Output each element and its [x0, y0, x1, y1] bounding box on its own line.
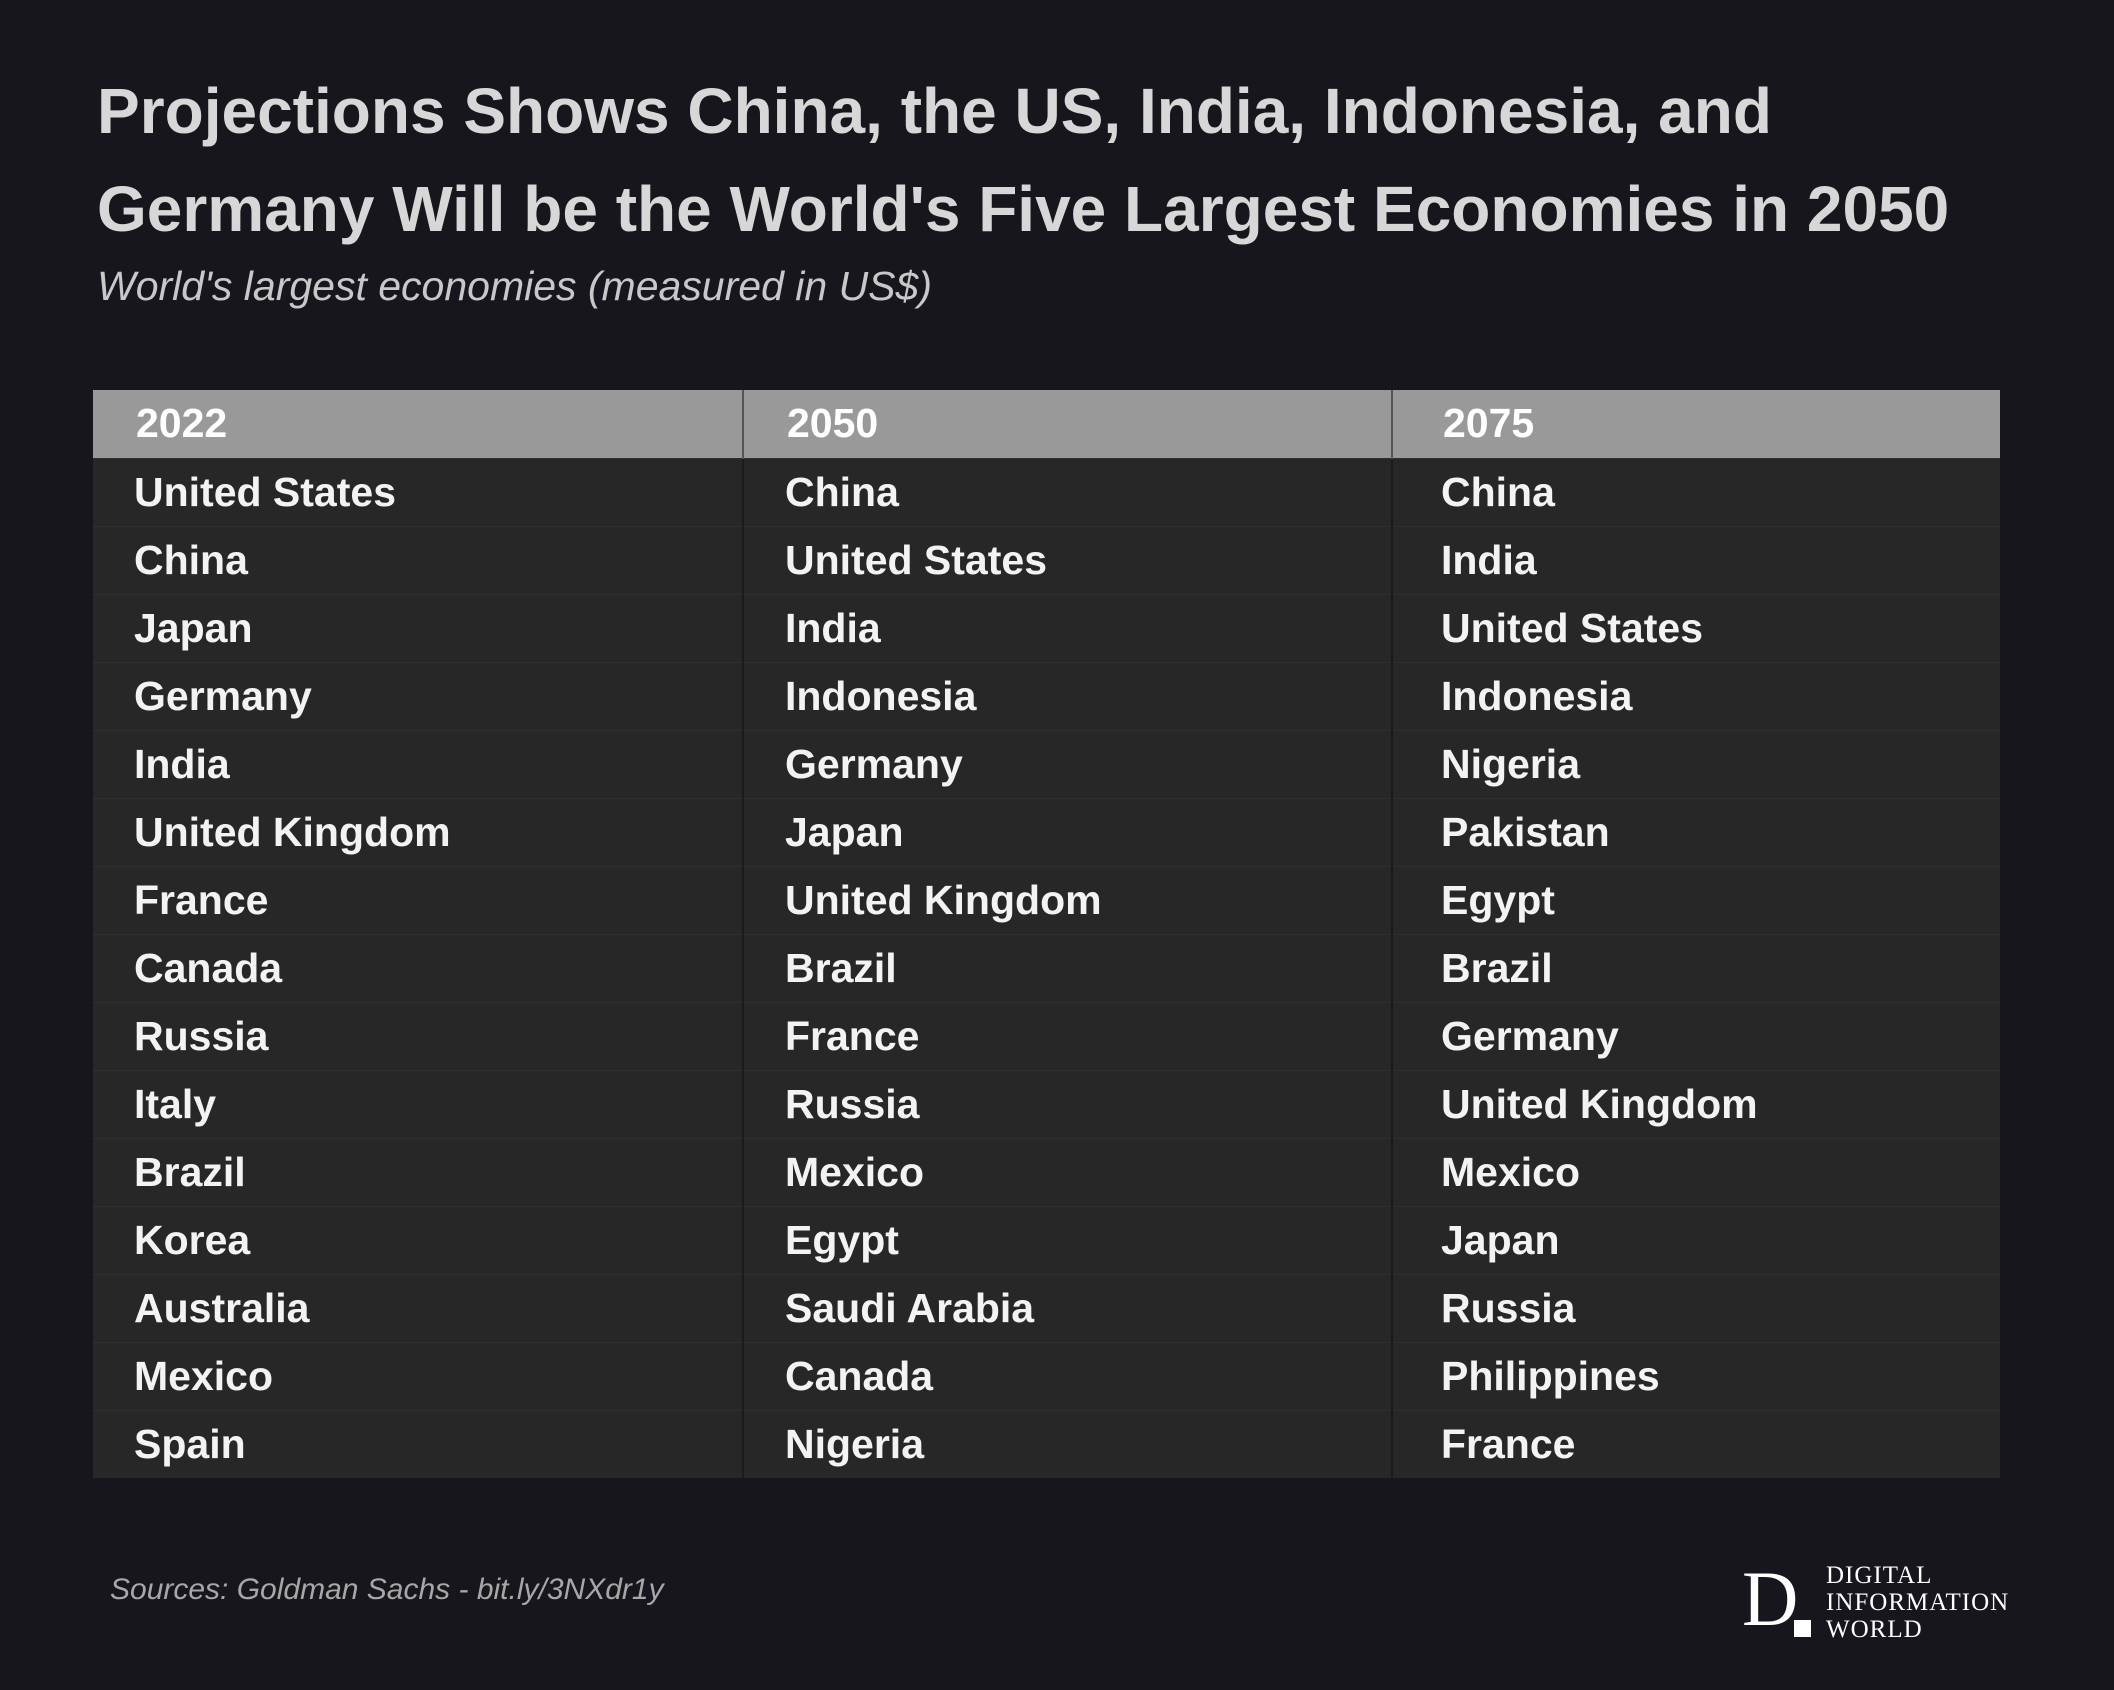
table-cell-2022: Germany — [93, 661, 743, 730]
table-cell-2050: Brazil — [742, 933, 1392, 1002]
column-header-2022: 2022 — [93, 390, 743, 458]
chart-subtitle: World's largest economies (measured in U… — [97, 263, 932, 309]
economies-table: 2022 2050 2075 United States China China Ch… — [93, 390, 2000, 1478]
table-cell-2022: Canada — [93, 933, 743, 1002]
table-cell-2022: Australia — [93, 1273, 743, 1342]
table-row: India Germany Nigeria — [93, 729, 2000, 798]
table-cell-2022: Russia — [93, 1001, 743, 1070]
table-cell-2075: India — [1391, 525, 2000, 594]
table-cell-2050: Russia — [742, 1069, 1392, 1138]
table-cell-2075: China — [1391, 457, 2000, 526]
table-row: Russia France Germany — [93, 1001, 2000, 1070]
table-cell-2050: United Kingdom — [742, 865, 1392, 934]
table-cell-2022: United States — [93, 457, 743, 526]
table-cell-2075: Egypt — [1391, 865, 2000, 934]
table-cell-2022: Spain — [93, 1409, 743, 1478]
table-row: Korea Egypt Japan — [93, 1205, 2000, 1274]
table-cell-2050: India — [742, 593, 1392, 662]
table-cell-2050: United States — [742, 525, 1392, 594]
table-row: France United Kingdom Egypt — [93, 865, 2000, 934]
logo-square-mark — [1794, 1620, 1811, 1637]
column-header-2075: 2075 — [1391, 390, 2000, 458]
table-cell-2022: Brazil — [93, 1137, 743, 1206]
digital-information-world-logo: D DIGITAL INFORMATION WORLD — [1742, 1555, 2008, 1648]
table-cell-2050: Germany — [742, 729, 1392, 798]
table-cell-2050: China — [742, 457, 1392, 526]
table-cell-2075: Pakistan — [1391, 797, 2000, 866]
table-cell-2050: Nigeria — [742, 1409, 1392, 1478]
table-cell-2050: France — [742, 1001, 1392, 1070]
table-row: United States China China — [93, 457, 2000, 526]
table-cell-2050: Saudi Arabia — [742, 1273, 1392, 1342]
table-cell-2022: China — [93, 525, 743, 594]
table-row: Brazil Mexico Mexico — [93, 1137, 2000, 1206]
table-cell-2022: Mexico — [93, 1341, 743, 1410]
table-cell-2075: United Kingdom — [1391, 1069, 2000, 1138]
table-row: Japan India United States — [93, 593, 2000, 662]
table-cell-2075: Russia — [1391, 1273, 2000, 1342]
table-cell-2050: Egypt — [742, 1205, 1392, 1274]
table-row: Australia Saudi Arabia Russia — [93, 1273, 2000, 1342]
table-cell-2075: Nigeria — [1391, 729, 2000, 798]
table-cell-2050: Canada — [742, 1341, 1392, 1410]
table-cell-2022: United Kingdom — [93, 797, 743, 866]
table-header-row: 2022 2050 2075 — [93, 390, 2000, 458]
table-cell-2075: France — [1391, 1409, 2000, 1478]
table-row: United Kingdom Japan Pakistan — [93, 797, 2000, 866]
table-cell-2075: Philippines — [1391, 1341, 2000, 1410]
table-cell-2022: France — [93, 865, 743, 934]
chart-title: Projections Shows China, the US, India, … — [97, 75, 1950, 245]
logo-line: WORLD — [1826, 1616, 1923, 1643]
table-cell-2050: Indonesia — [742, 661, 1392, 730]
table-cell-2075: Indonesia — [1391, 661, 2000, 730]
logo-line: DIGITAL — [1826, 1562, 1933, 1589]
table-cell-2075: Germany — [1391, 1001, 2000, 1070]
table-cell-2022: Japan — [93, 593, 743, 662]
table-row: Germany Indonesia Indonesia — [93, 661, 2000, 730]
table-cell-2022: Korea — [93, 1205, 743, 1274]
table-row: China United States India — [93, 525, 2000, 594]
table-row: Spain Nigeria France — [93, 1409, 2000, 1478]
table-cell-2022: India — [93, 729, 743, 798]
table-cell-2075: United States — [1391, 593, 2000, 662]
table-cell-2022: Italy — [93, 1069, 743, 1138]
logo-wordmark: DIGITAL INFORMATION WORLD — [1826, 1562, 2009, 1643]
table-cell-2075: Japan — [1391, 1205, 2000, 1274]
table-row: Italy Russia United Kingdom — [93, 1069, 2000, 1138]
table-cell-2075: Brazil — [1391, 933, 2000, 1002]
source-note: Sources: Goldman Sachs - bit.ly/3NXdr1y — [110, 1573, 664, 1606]
column-header-2050: 2050 — [742, 390, 1392, 458]
table-row: Mexico Canada Philippines — [93, 1341, 2000, 1410]
logo-line: INFORMATION — [1826, 1589, 2010, 1616]
logo-letter: D — [1742, 1555, 1799, 1642]
table-cell-2050: Japan — [742, 797, 1392, 866]
table-body: United States China China China United State… — [93, 457, 2000, 1478]
table-row: Canada Brazil Brazil — [93, 933, 2000, 1002]
table-cell-2075: Mexico — [1391, 1137, 2000, 1206]
table-cell-2050: Mexico — [742, 1137, 1392, 1206]
